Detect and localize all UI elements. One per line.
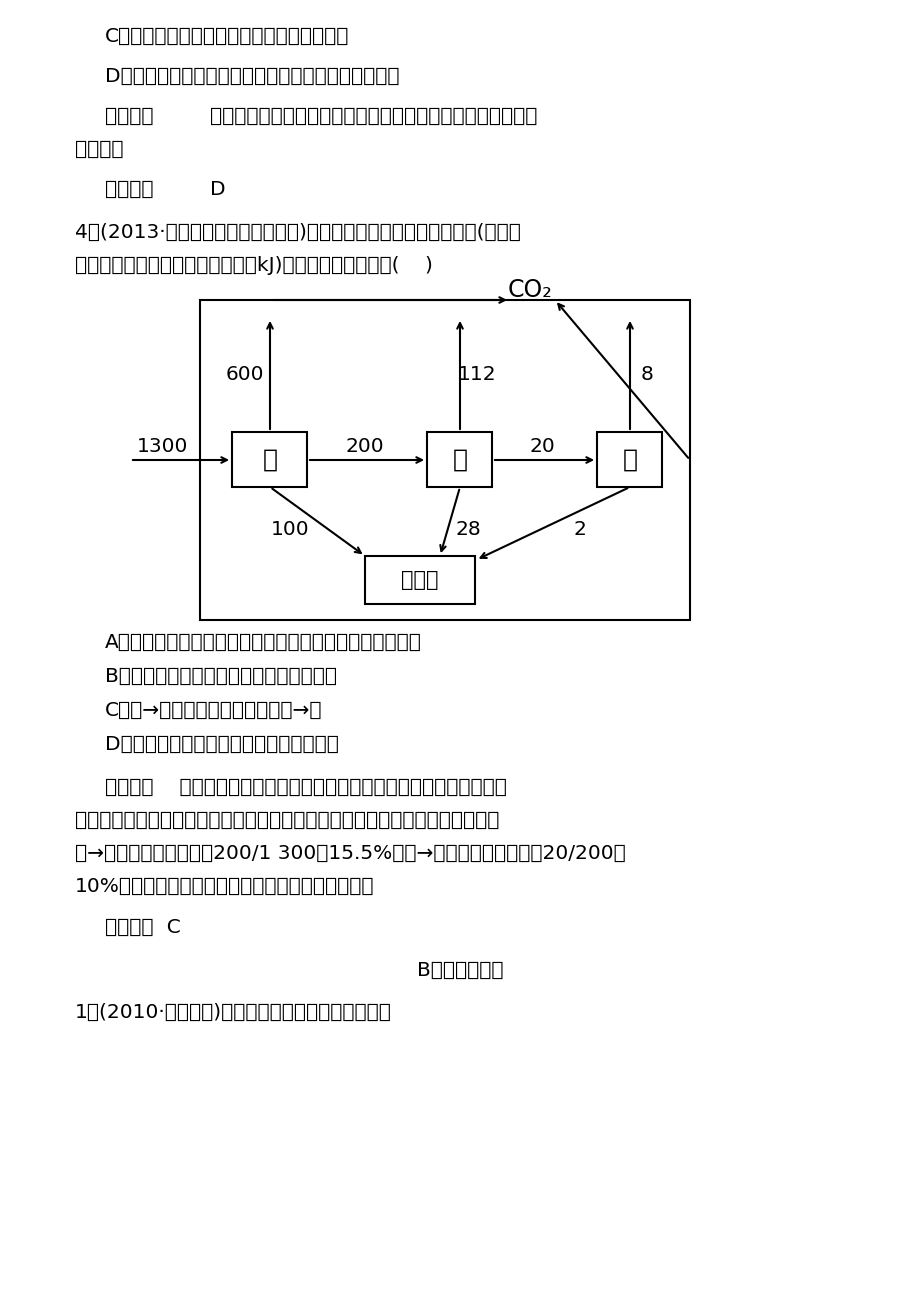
Text: 碳元素在群落内以有机物的形式传递，在群落与无机环境之间: 碳元素在群落内以有机物的形式传递，在群落与无机环境之间 [154, 779, 506, 797]
Bar [233, 432, 307, 487]
Text: C．碳元素和能量都能从植物传递给各种动物: C．碳元素和能量都能从植物传递给各种动物 [105, 27, 349, 46]
Text: 乙: 乙 [452, 448, 467, 473]
Text: 600: 600 [225, 366, 264, 384]
Text: D．该生态系统稳态的维持离不开信息传递: D．该生态系统稳态的维持离不开信息传递 [105, 736, 338, 754]
Text: 【答案】: 【答案】 [105, 918, 153, 937]
Text: 倡导低碳生活方式的主要方法是减少化石燃料的燃烧，强化节: 倡导低碳生活方式的主要方法是减少化石燃料的燃烧，强化节 [210, 107, 537, 126]
Text: 1．(2010·山东高考)以下表示动物利用食物的过程。: 1．(2010·山东高考)以下表示动物利用食物的过程。 [75, 1003, 391, 1022]
Text: 丙: 丙 [622, 448, 637, 473]
Text: 2: 2 [573, 521, 585, 539]
Bar [365, 556, 474, 604]
Text: 以二氧化碳形式传递；同一营养级生物之间由于争夺食物资源而形成竞争关系；: 以二氧化碳形式传递；同一营养级生物之间由于争夺食物资源而形成竞争关系； [75, 811, 499, 829]
Text: 甲→乙的能量传递效率为200/1 300＝15.5%，乙→丙的能量传递效率为20/200＝: 甲→乙的能量传递效率为200/1 300＝15.5%，乙→丙的能量传递效率为20… [75, 844, 625, 863]
Text: 【解析】: 【解析】 [105, 107, 153, 126]
Text: 200: 200 [346, 437, 384, 457]
Text: 28: 28 [455, 521, 481, 539]
Bar [596, 432, 662, 487]
Text: 【解析】: 【解析】 [105, 779, 153, 797]
Text: D．倡导低碳生活方式的主要方法是提高人均绿地面积: D．倡导低碳生活方式的主要方法是提高人均绿地面积 [105, 66, 399, 86]
Text: C．甲→乙的能量传递效率低于乙→丙: C．甲→乙的能量传递效率低于乙→丙 [105, 700, 323, 720]
Text: 20: 20 [528, 437, 554, 457]
Text: 1300: 1300 [137, 437, 188, 457]
Text: 甲: 甲 [262, 448, 278, 473]
Text: 【答案】: 【答案】 [105, 180, 153, 199]
Text: B．同一营养级生物之间的关系主要是竞争: B．同一营养级生物之间的关系主要是竞争 [105, 667, 336, 686]
Bar [199, 299, 689, 620]
Bar [427, 432, 492, 487]
Text: 字代表某过程的能量数值，单位是kJ)。下列分析错误的是(    ): 字代表某过程的能量数值，单位是kJ)。下列分析错误的是( ) [75, 256, 433, 275]
Text: 4．(2013·江西省师大附中高三三模)下图是某草原生态系统功能图解(图中数: 4．(2013·江西省师大附中高三三模)下图是某草原生态系统功能图解(图中数 [75, 223, 520, 242]
Text: 10%；任何生态系统稳态的维持都离不开信息传递。: 10%；任何生态系统稳态的维持都离不开信息传递。 [75, 878, 374, 896]
Text: 100: 100 [270, 521, 309, 539]
Text: C: C [154, 918, 181, 937]
Text: 112: 112 [457, 366, 495, 384]
Text: B组　高考题组: B组 高考题组 [416, 961, 503, 980]
Text: D: D [210, 180, 225, 199]
Text: 8: 8 [640, 366, 652, 384]
Text: CO₂: CO₂ [507, 279, 551, 302]
Text: 分解者: 分解者 [401, 570, 438, 590]
Text: 能减排。: 能减排。 [75, 141, 123, 159]
Text: A．碳元素在甲、乙、丙及分解者之间以有机物的形式传递: A．碳元素在甲、乙、丙及分解者之间以有机物的形式传递 [105, 633, 422, 652]
